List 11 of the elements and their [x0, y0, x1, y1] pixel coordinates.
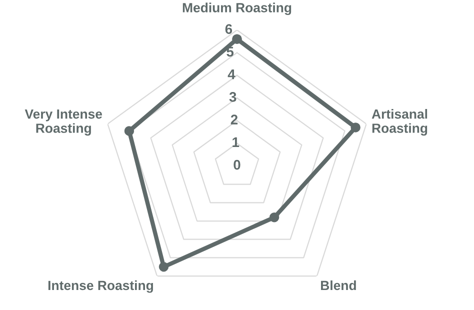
- y-tick-label: 4: [228, 70, 236, 80]
- y-tick-label: 6: [225, 24, 232, 34]
- spoke-label: Medium Roasting: [182, 2, 292, 16]
- y-tick-label: 3: [229, 92, 236, 102]
- y-tick-label: 0: [234, 160, 240, 170]
- spoke-label: Blend: [321, 280, 356, 290]
- y-tick-label: 2: [230, 114, 238, 124]
- spoke-label: Artisanal Roasting: [372, 109, 428, 136]
- spoke-label: Very Intense Roasting: [24, 109, 102, 136]
- spoke-label: Intense Roasting: [48, 280, 153, 293]
- y-tick-label: 1: [232, 137, 240, 147]
